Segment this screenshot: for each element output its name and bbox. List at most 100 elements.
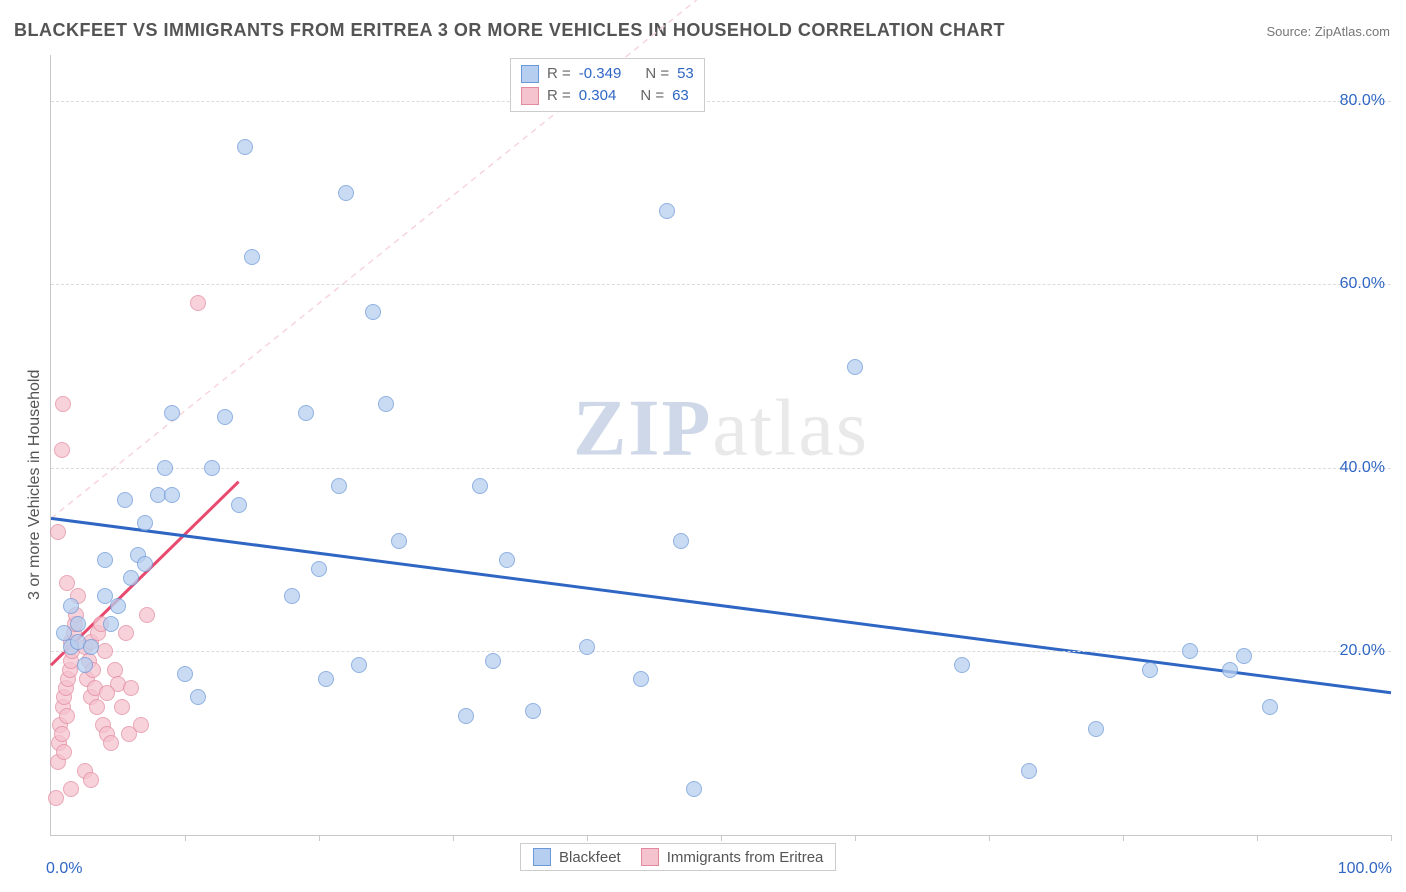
pink-marker [114,699,130,715]
legend-swatch [521,65,539,83]
gridline [51,468,1391,469]
pink-marker [50,524,66,540]
blue-marker [458,708,474,724]
pink-marker [190,295,206,311]
x-tick [721,835,722,841]
r-label: R = [547,85,571,107]
blue-marker [103,616,119,632]
trend-line [51,518,1391,692]
pink-marker [139,607,155,623]
n-value: 53 [677,63,694,85]
blue-marker [1021,763,1037,779]
blue-marker [673,533,689,549]
blue-marker [164,405,180,421]
blue-marker [1088,721,1104,737]
blue-marker [231,497,247,513]
blue-marker [351,657,367,673]
plot-area: ZIPatlas 20.0%40.0%60.0%80.0% [50,55,1391,836]
r-value: 0.304 [579,85,617,107]
x-min-label: 0.0% [46,860,82,878]
stat-legend-row: R = 0.304 N = 63 [521,85,694,107]
chart-title: BLACKFEET VS IMMIGRANTS FROM ERITREA 3 O… [14,20,1005,41]
blue-marker [1182,643,1198,659]
blue-marker [391,533,407,549]
x-tick [587,835,588,841]
gridline [51,101,1391,102]
r-value: -0.349 [579,63,622,85]
stat-legend-row: R =-0.349N =53 [521,63,694,85]
x-tick [1391,835,1392,841]
blue-marker [311,561,327,577]
blue-marker [137,515,153,531]
blue-marker [157,460,173,476]
blue-marker [204,460,220,476]
blue-marker [244,249,260,265]
blue-marker [579,639,595,655]
pink-marker [54,726,70,742]
pink-marker [89,699,105,715]
blue-marker [472,478,488,494]
y-tick-label: 40.0% [1340,459,1385,477]
chart-container: BLACKFEET VS IMMIGRANTS FROM ERITREA 3 O… [0,0,1406,892]
legend-label: Immigrants from Eritrea [667,849,824,866]
blue-marker [70,616,86,632]
x-tick [1123,835,1124,841]
source-label: Source: ZipAtlas.com [1266,24,1390,39]
blue-marker [97,552,113,568]
blue-marker [217,409,233,425]
pink-marker [56,744,72,760]
legend-swatch [533,848,551,866]
blue-marker [1236,648,1252,664]
trendlines-layer [51,55,1391,835]
blue-marker [633,671,649,687]
blue-marker [318,671,334,687]
pink-marker [59,708,75,724]
pink-marker [99,685,115,701]
blue-marker [77,657,93,673]
pink-marker [133,717,149,733]
legend-item: Immigrants from Eritrea [641,848,824,866]
blue-marker [1262,699,1278,715]
x-tick [319,835,320,841]
blue-marker [847,359,863,375]
x-tick [989,835,990,841]
x-tick [855,835,856,841]
blue-marker [110,598,126,614]
pink-marker [59,575,75,591]
blue-marker [1222,662,1238,678]
blue-marker [164,487,180,503]
pink-marker [123,680,139,696]
x-tick [453,835,454,841]
blue-marker [659,203,675,219]
pink-marker [103,735,119,751]
blue-marker [525,703,541,719]
blue-marker [338,185,354,201]
blue-marker [331,478,347,494]
x-tick [185,835,186,841]
pink-marker [48,790,64,806]
legend-swatch [521,87,539,105]
blue-marker [190,689,206,705]
y-tick-label: 20.0% [1340,642,1385,660]
blue-marker [378,396,394,412]
y-tick-label: 60.0% [1340,275,1385,293]
pink-marker [55,396,71,412]
blue-marker [63,598,79,614]
pink-marker [54,442,70,458]
n-label: N = [640,85,664,107]
blue-marker [485,653,501,669]
blue-marker [237,139,253,155]
gridline [51,284,1391,285]
blue-marker [1142,662,1158,678]
blue-marker [298,405,314,421]
pink-marker [118,625,134,641]
n-value: 63 [672,85,689,107]
series-legend: BlackfeetImmigrants from Eritrea [520,843,836,871]
n-label: N = [645,63,669,85]
pink-marker [83,772,99,788]
x-max-label: 100.0% [1338,860,1392,878]
pink-marker [63,781,79,797]
legend-swatch [641,848,659,866]
correlation-legend: R = -0.349 N = 53R = 0.304 N = 63 [510,58,705,112]
blue-marker [686,781,702,797]
